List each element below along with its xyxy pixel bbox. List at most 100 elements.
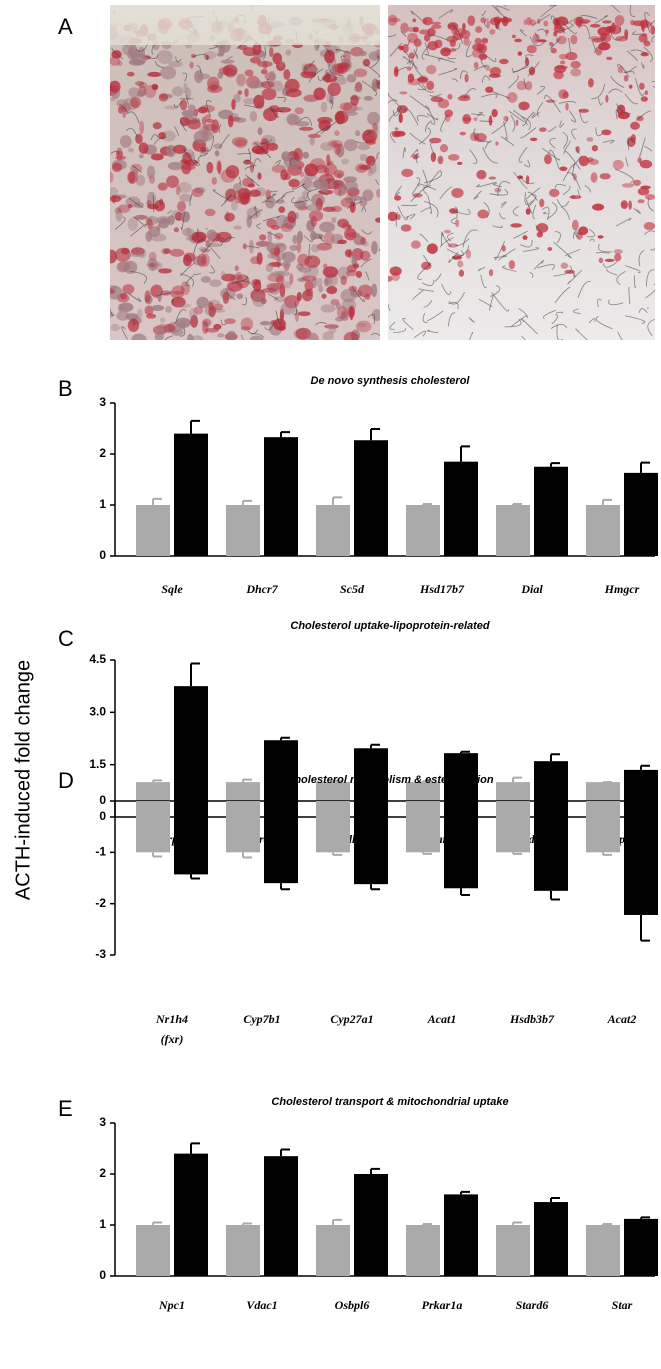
bar: [226, 505, 260, 556]
membrane: [450, 217, 458, 225]
error-bar: [422, 852, 432, 855]
cell: [110, 323, 120, 332]
cell: [204, 328, 219, 333]
error-bar: [242, 852, 252, 859]
cell: [601, 129, 612, 136]
cell: [260, 298, 267, 304]
membrane: [448, 251, 459, 263]
error-bar: [460, 1190, 470, 1195]
cell: [550, 47, 557, 54]
cell: [475, 26, 483, 33]
membrane: [513, 230, 529, 239]
cell: [158, 93, 169, 102]
cell: [473, 117, 478, 121]
cell: [337, 239, 347, 245]
membrane: [650, 247, 655, 251]
membrane: [482, 147, 498, 164]
cell: [636, 115, 644, 122]
membrane: [395, 66, 408, 73]
cell: [202, 320, 209, 334]
membrane: [121, 326, 128, 340]
cell: [559, 60, 566, 65]
membrane: [422, 313, 428, 323]
membrane: [556, 199, 570, 208]
cell: [565, 52, 578, 61]
membrane: [553, 265, 573, 277]
cell: [256, 60, 273, 68]
membrane: [197, 228, 199, 237]
cell: [514, 38, 523, 43]
membrane: [180, 212, 185, 231]
cell: [294, 200, 307, 209]
membrane: [625, 265, 641, 274]
membrane: [588, 318, 596, 324]
cell: [628, 200, 632, 210]
x-tick-label: Acat2: [607, 1012, 637, 1026]
cell: [221, 273, 236, 282]
cell: [171, 209, 180, 220]
cell: [116, 261, 129, 273]
membrane: [156, 290, 173, 297]
panel-label: C: [58, 626, 74, 651]
cell: [393, 130, 406, 137]
chart-title: Cholesterol transport & mitochondrial up…: [271, 1096, 508, 1108]
membrane: [504, 5, 520, 7]
cell: [231, 136, 248, 147]
cell: [227, 115, 234, 128]
membrane: [281, 191, 294, 201]
cell: [179, 99, 188, 111]
error-bar: [242, 1222, 252, 1225]
cell: [226, 330, 236, 340]
membrane: [423, 255, 431, 267]
membrane: [566, 19, 574, 25]
cell: [110, 187, 119, 196]
bar: [624, 801, 658, 915]
cell: [289, 244, 298, 252]
cell: [287, 210, 297, 224]
cell: [412, 18, 417, 23]
cell: [201, 130, 214, 142]
membrane: [410, 149, 419, 158]
cell: [306, 203, 320, 212]
cell: [172, 86, 184, 97]
membrane: [609, 26, 625, 41]
membrane: [525, 54, 534, 63]
cell: [280, 223, 294, 233]
membrane: [647, 197, 654, 212]
bar: [316, 801, 350, 853]
cell: [463, 36, 470, 46]
membrane: [412, 289, 424, 301]
cell: [308, 210, 324, 222]
cell: [252, 141, 263, 147]
membrane: [638, 308, 648, 314]
cell: [429, 137, 442, 144]
cell: [327, 82, 341, 96]
membrane: [302, 183, 311, 193]
membrane: [421, 45, 430, 60]
bar: [444, 461, 478, 556]
y-tick-label: 1: [99, 497, 106, 511]
membrane: [595, 252, 610, 254]
cell: [110, 55, 121, 66]
membrane: [254, 142, 271, 159]
cell: [575, 146, 580, 154]
bar: [136, 505, 170, 556]
cell: [298, 266, 312, 273]
cell: [322, 331, 334, 340]
cell: [523, 19, 527, 26]
membrane: [536, 28, 548, 37]
membrane: [245, 148, 252, 162]
cell: [495, 141, 499, 146]
membrane: [317, 190, 328, 196]
membrane: [534, 32, 539, 42]
membrane: [447, 56, 456, 60]
membrane: [577, 281, 591, 299]
membrane: [243, 104, 258, 109]
cell: [310, 230, 317, 241]
cell: [402, 43, 409, 53]
cell: [169, 248, 185, 257]
cell: [604, 258, 615, 263]
membrane: [410, 10, 423, 21]
cell: [373, 126, 379, 139]
cell: [300, 70, 317, 79]
